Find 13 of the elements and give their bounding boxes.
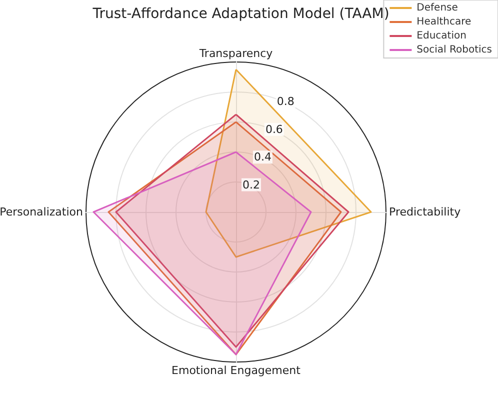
spoke-label: Personalization xyxy=(0,206,84,218)
y-tick-label: 0.6 xyxy=(265,122,283,136)
legend-label: Defense xyxy=(416,2,458,14)
chart-title: Trust-Affordance Adaptation Model (TAAM) xyxy=(92,6,390,22)
y-tick-label: 0.2 xyxy=(242,178,260,192)
y-tick-label: 0.4 xyxy=(254,150,272,164)
spoke-label: Transparency xyxy=(198,47,274,60)
y-tick-label: 0.8 xyxy=(276,95,294,108)
spoke-label: Predictability xyxy=(389,206,462,218)
spoke-label: Emotional Engagement xyxy=(172,364,302,377)
legend-label: Education xyxy=(416,30,466,42)
legend-label: Social Robotics xyxy=(416,44,492,56)
legend-label: Healthcare xyxy=(416,16,472,28)
